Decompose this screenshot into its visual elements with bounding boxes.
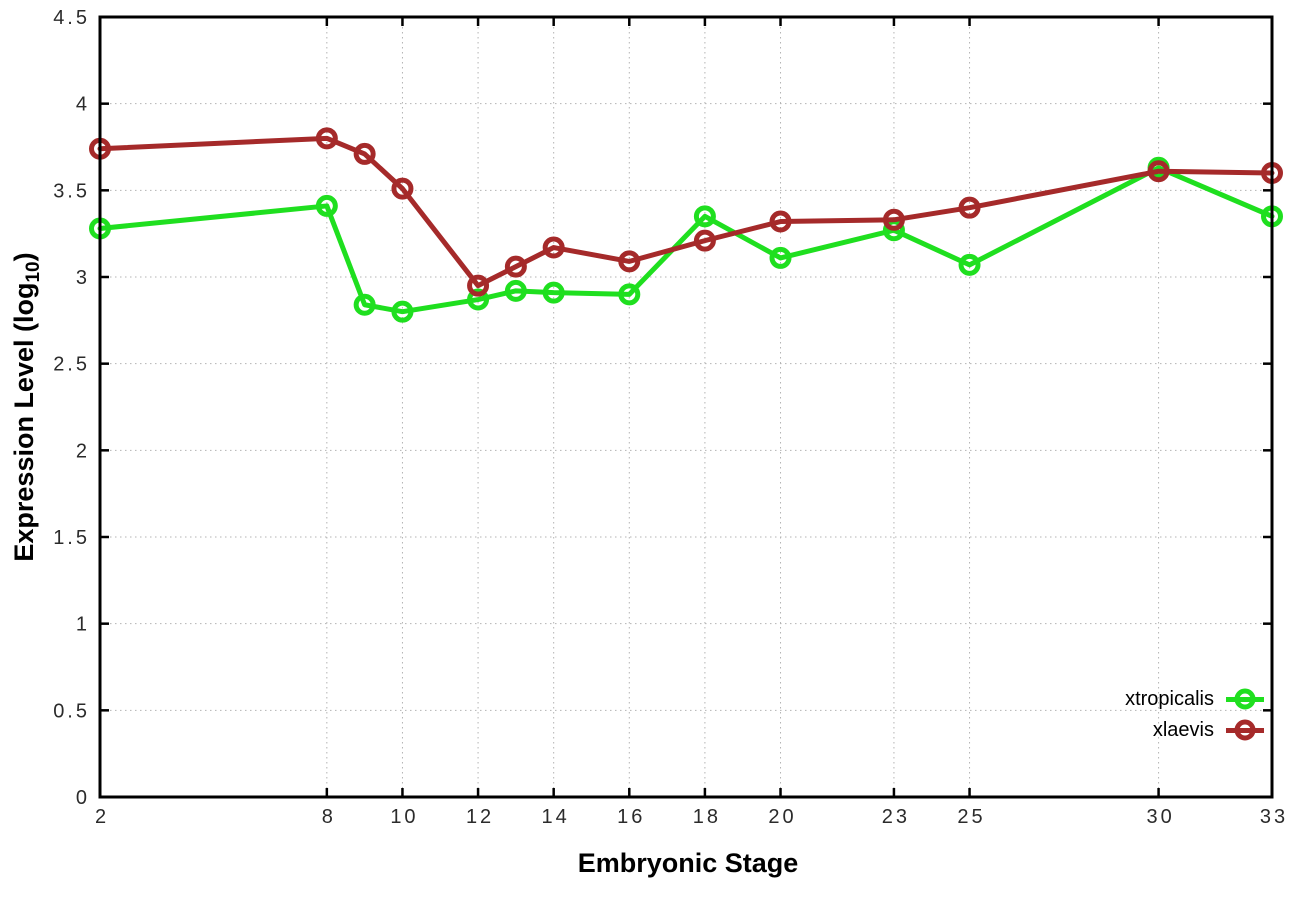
x-tick-label: 23 — [882, 806, 910, 828]
x-tick-label: 33 — [1260, 806, 1288, 828]
y-tick-label: 2 — [76, 440, 90, 462]
y-axis-title-subscript: 10 — [23, 261, 44, 283]
legend-point-sample — [1234, 688, 1256, 710]
data-point-xtropicalis — [769, 246, 792, 269]
y-tick-label: 0 — [76, 787, 90, 809]
y-tick-label: 1.5 — [53, 527, 90, 549]
x-axis-title: Embryonic Stage — [577, 848, 799, 878]
data-point-xlaevis — [958, 196, 981, 219]
y-tick-label: 3.5 — [53, 180, 90, 202]
x-tick-label: 12 — [466, 806, 494, 828]
legend: xtropicalis xlaevis — [1125, 688, 1264, 741]
x-tick-label: 20 — [768, 806, 796, 828]
data-point-xlaevis — [618, 250, 641, 273]
x-tick-label: 30 — [1146, 806, 1174, 828]
data-point-xlaevis — [542, 236, 565, 259]
data-point-xlaevis — [769, 210, 792, 233]
y-tick-label: 4 — [76, 94, 90, 116]
y-axis-title: Expression Level (log10) — [9, 252, 45, 561]
data-point-xlaevis — [467, 274, 490, 297]
x-tick-label: 18 — [693, 806, 721, 828]
series-xlaevis — [89, 127, 1283, 297]
data-point-xtropicalis — [504, 279, 527, 302]
y-tick-label: 0.5 — [53, 700, 90, 722]
x-tick-label: 25 — [957, 806, 985, 828]
data-point-xtropicalis — [542, 281, 565, 304]
y-tick-label: 2.5 — [53, 354, 90, 376]
data-point-xlaevis — [353, 142, 376, 165]
x-tick-label: 14 — [542, 806, 570, 828]
data-point-xlaevis — [1147, 160, 1170, 183]
plot-border — [98, 15, 1274, 799]
data-point-xlaevis — [391, 177, 414, 200]
data-point-xtropicalis — [467, 288, 490, 311]
data-point-xlaevis — [882, 208, 905, 231]
x-tick-label: 8 — [322, 806, 336, 828]
legend-point-sample — [1234, 719, 1256, 741]
x-tick-label: 10 — [390, 806, 418, 828]
legend-marker — [1226, 688, 1264, 710]
grid — [99, 16, 1273, 798]
legend-entry-xtropicalis: xtropicalis — [1125, 688, 1264, 710]
data-point-xlaevis — [504, 255, 527, 278]
legend-label: xlaevis — [1152, 719, 1214, 741]
data-point-xtropicalis — [958, 253, 981, 276]
legend-marker — [1226, 719, 1264, 741]
legend-entry-xlaevis: xlaevis — [1153, 719, 1264, 741]
y-axis-title-close: ) — [9, 252, 39, 262]
data-point-xlaevis — [315, 127, 338, 150]
data-point-xtropicalis — [693, 205, 716, 228]
y-tick-label: 3 — [76, 267, 90, 289]
series-line-xtropicalis — [97, 165, 1275, 315]
y-axis-title-text: Expression Level (log — [9, 282, 39, 562]
legend-label: xtropicalis — [1125, 688, 1214, 710]
x-tick-label: 16 — [617, 806, 645, 828]
axis-ticks — [98, 15, 1274, 799]
data-point-xtropicalis — [391, 300, 414, 323]
y-tick-label: 4.5 — [53, 7, 90, 29]
data-point-xtropicalis — [618, 283, 641, 306]
data-point-xtropicalis — [353, 293, 376, 316]
y-tick-label: 1 — [76, 614, 90, 636]
x-tick-label: 2 — [95, 806, 109, 828]
data-point-xtropicalis — [315, 194, 338, 217]
data-point-xlaevis — [693, 229, 716, 252]
